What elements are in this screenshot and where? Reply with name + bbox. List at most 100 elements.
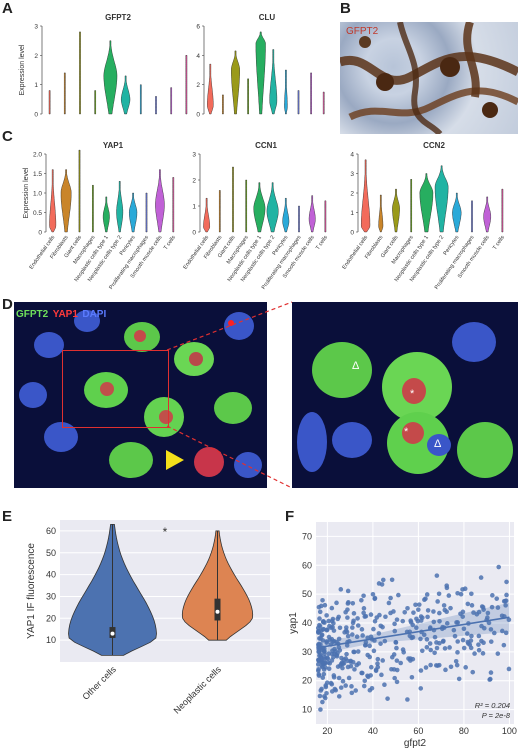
data-point xyxy=(441,603,447,608)
data-point xyxy=(316,658,322,664)
data-point xyxy=(481,640,486,646)
data-point xyxy=(325,660,331,665)
y-tick-label: 0 xyxy=(196,112,200,119)
data-point xyxy=(456,676,462,682)
data-point xyxy=(361,593,366,599)
data-point xyxy=(501,642,507,648)
violin-3 xyxy=(247,78,249,115)
data-point xyxy=(331,673,337,678)
data-point xyxy=(476,642,481,647)
y-tick-label: 0 xyxy=(350,230,354,237)
violin-8 xyxy=(483,196,491,233)
data-point xyxy=(326,651,332,656)
data-point xyxy=(368,612,374,617)
data-point xyxy=(431,609,436,614)
data-point xyxy=(392,675,397,681)
data-point xyxy=(506,617,512,623)
data-point xyxy=(320,675,326,680)
data-point xyxy=(423,596,428,602)
data-point xyxy=(329,689,335,694)
data-point xyxy=(501,598,507,604)
data-point xyxy=(485,615,490,620)
violin-2 xyxy=(392,188,400,233)
if-micrograph-overview: GFPT2 YAP1 DAPI xyxy=(14,302,267,488)
data-point xyxy=(455,620,461,625)
data-point xyxy=(344,651,349,657)
iqr-box xyxy=(214,598,221,621)
data-point xyxy=(324,690,329,696)
data-point xyxy=(437,618,442,624)
data-point xyxy=(400,647,406,652)
data-point xyxy=(382,638,388,644)
data-point xyxy=(428,647,434,653)
data-point xyxy=(434,573,440,578)
violin-9 xyxy=(324,200,327,233)
violin-0 xyxy=(207,63,214,115)
data-point xyxy=(336,694,342,699)
if-micrograph-zoom: Δ * * Δ xyxy=(292,302,518,488)
y-tick-label: 0.5 xyxy=(33,210,42,217)
data-point xyxy=(394,679,400,685)
data-point xyxy=(434,645,440,651)
data-point xyxy=(440,639,446,644)
data-point xyxy=(368,634,374,640)
data-point xyxy=(316,666,321,672)
data-point xyxy=(351,611,357,616)
violin-chart-yap1-if: 10 20 30 40 50 60 YAP1 IF fluorescence Other ce… xyxy=(26,520,270,716)
y-tick-label: 0 xyxy=(34,112,38,119)
data-point xyxy=(427,641,433,646)
data-point xyxy=(488,627,494,632)
chart-title: CLU xyxy=(259,13,276,22)
r2-annotation: R² = 0.204 xyxy=(475,701,510,710)
y-tick-label: 40 xyxy=(46,570,56,580)
data-point xyxy=(344,643,350,648)
data-point xyxy=(452,633,458,639)
data-point xyxy=(418,686,424,691)
data-point xyxy=(489,604,495,610)
data-point xyxy=(488,670,494,675)
data-point xyxy=(322,620,327,625)
data-point xyxy=(478,575,484,580)
y-tick-label: 20 xyxy=(46,613,56,623)
data-point xyxy=(372,618,378,624)
chart-title: CCN2 xyxy=(423,141,445,150)
panel-letter-e: E xyxy=(2,508,13,525)
marker-star-1: * xyxy=(410,388,415,400)
y-tick-label: 0 xyxy=(192,230,196,237)
violin-9 xyxy=(185,55,188,115)
data-point xyxy=(367,643,372,649)
data-point xyxy=(328,680,334,686)
data-point xyxy=(380,624,385,630)
data-point xyxy=(378,641,383,646)
data-point xyxy=(340,678,346,684)
roi-box xyxy=(62,350,169,428)
y-tick-label: 20 xyxy=(302,676,312,686)
data-point xyxy=(479,604,485,609)
data-point xyxy=(320,598,325,603)
data-point xyxy=(341,657,347,662)
data-point xyxy=(492,630,497,636)
data-point xyxy=(414,625,419,630)
arrow-icon xyxy=(166,450,184,470)
data-point xyxy=(407,633,413,639)
data-point xyxy=(327,637,333,643)
data-point xyxy=(432,634,438,640)
y-tick-label: 3 xyxy=(350,171,354,178)
data-point xyxy=(388,595,393,601)
x-tick-label: 80 xyxy=(459,726,469,736)
data-point xyxy=(413,602,418,608)
data-point xyxy=(318,688,324,693)
data-point xyxy=(419,648,425,654)
y-tick-label: 2 xyxy=(192,178,196,185)
violin-7 xyxy=(155,96,157,115)
data-point xyxy=(503,630,509,636)
data-point xyxy=(448,664,454,670)
data-point xyxy=(376,581,382,586)
data-point xyxy=(389,577,395,583)
legend-gfpt2: GFPT2 xyxy=(16,309,49,320)
violin-2 xyxy=(232,166,234,233)
data-point xyxy=(380,577,386,583)
data-point xyxy=(360,633,365,638)
data-point xyxy=(428,625,433,630)
data-point xyxy=(460,614,466,619)
